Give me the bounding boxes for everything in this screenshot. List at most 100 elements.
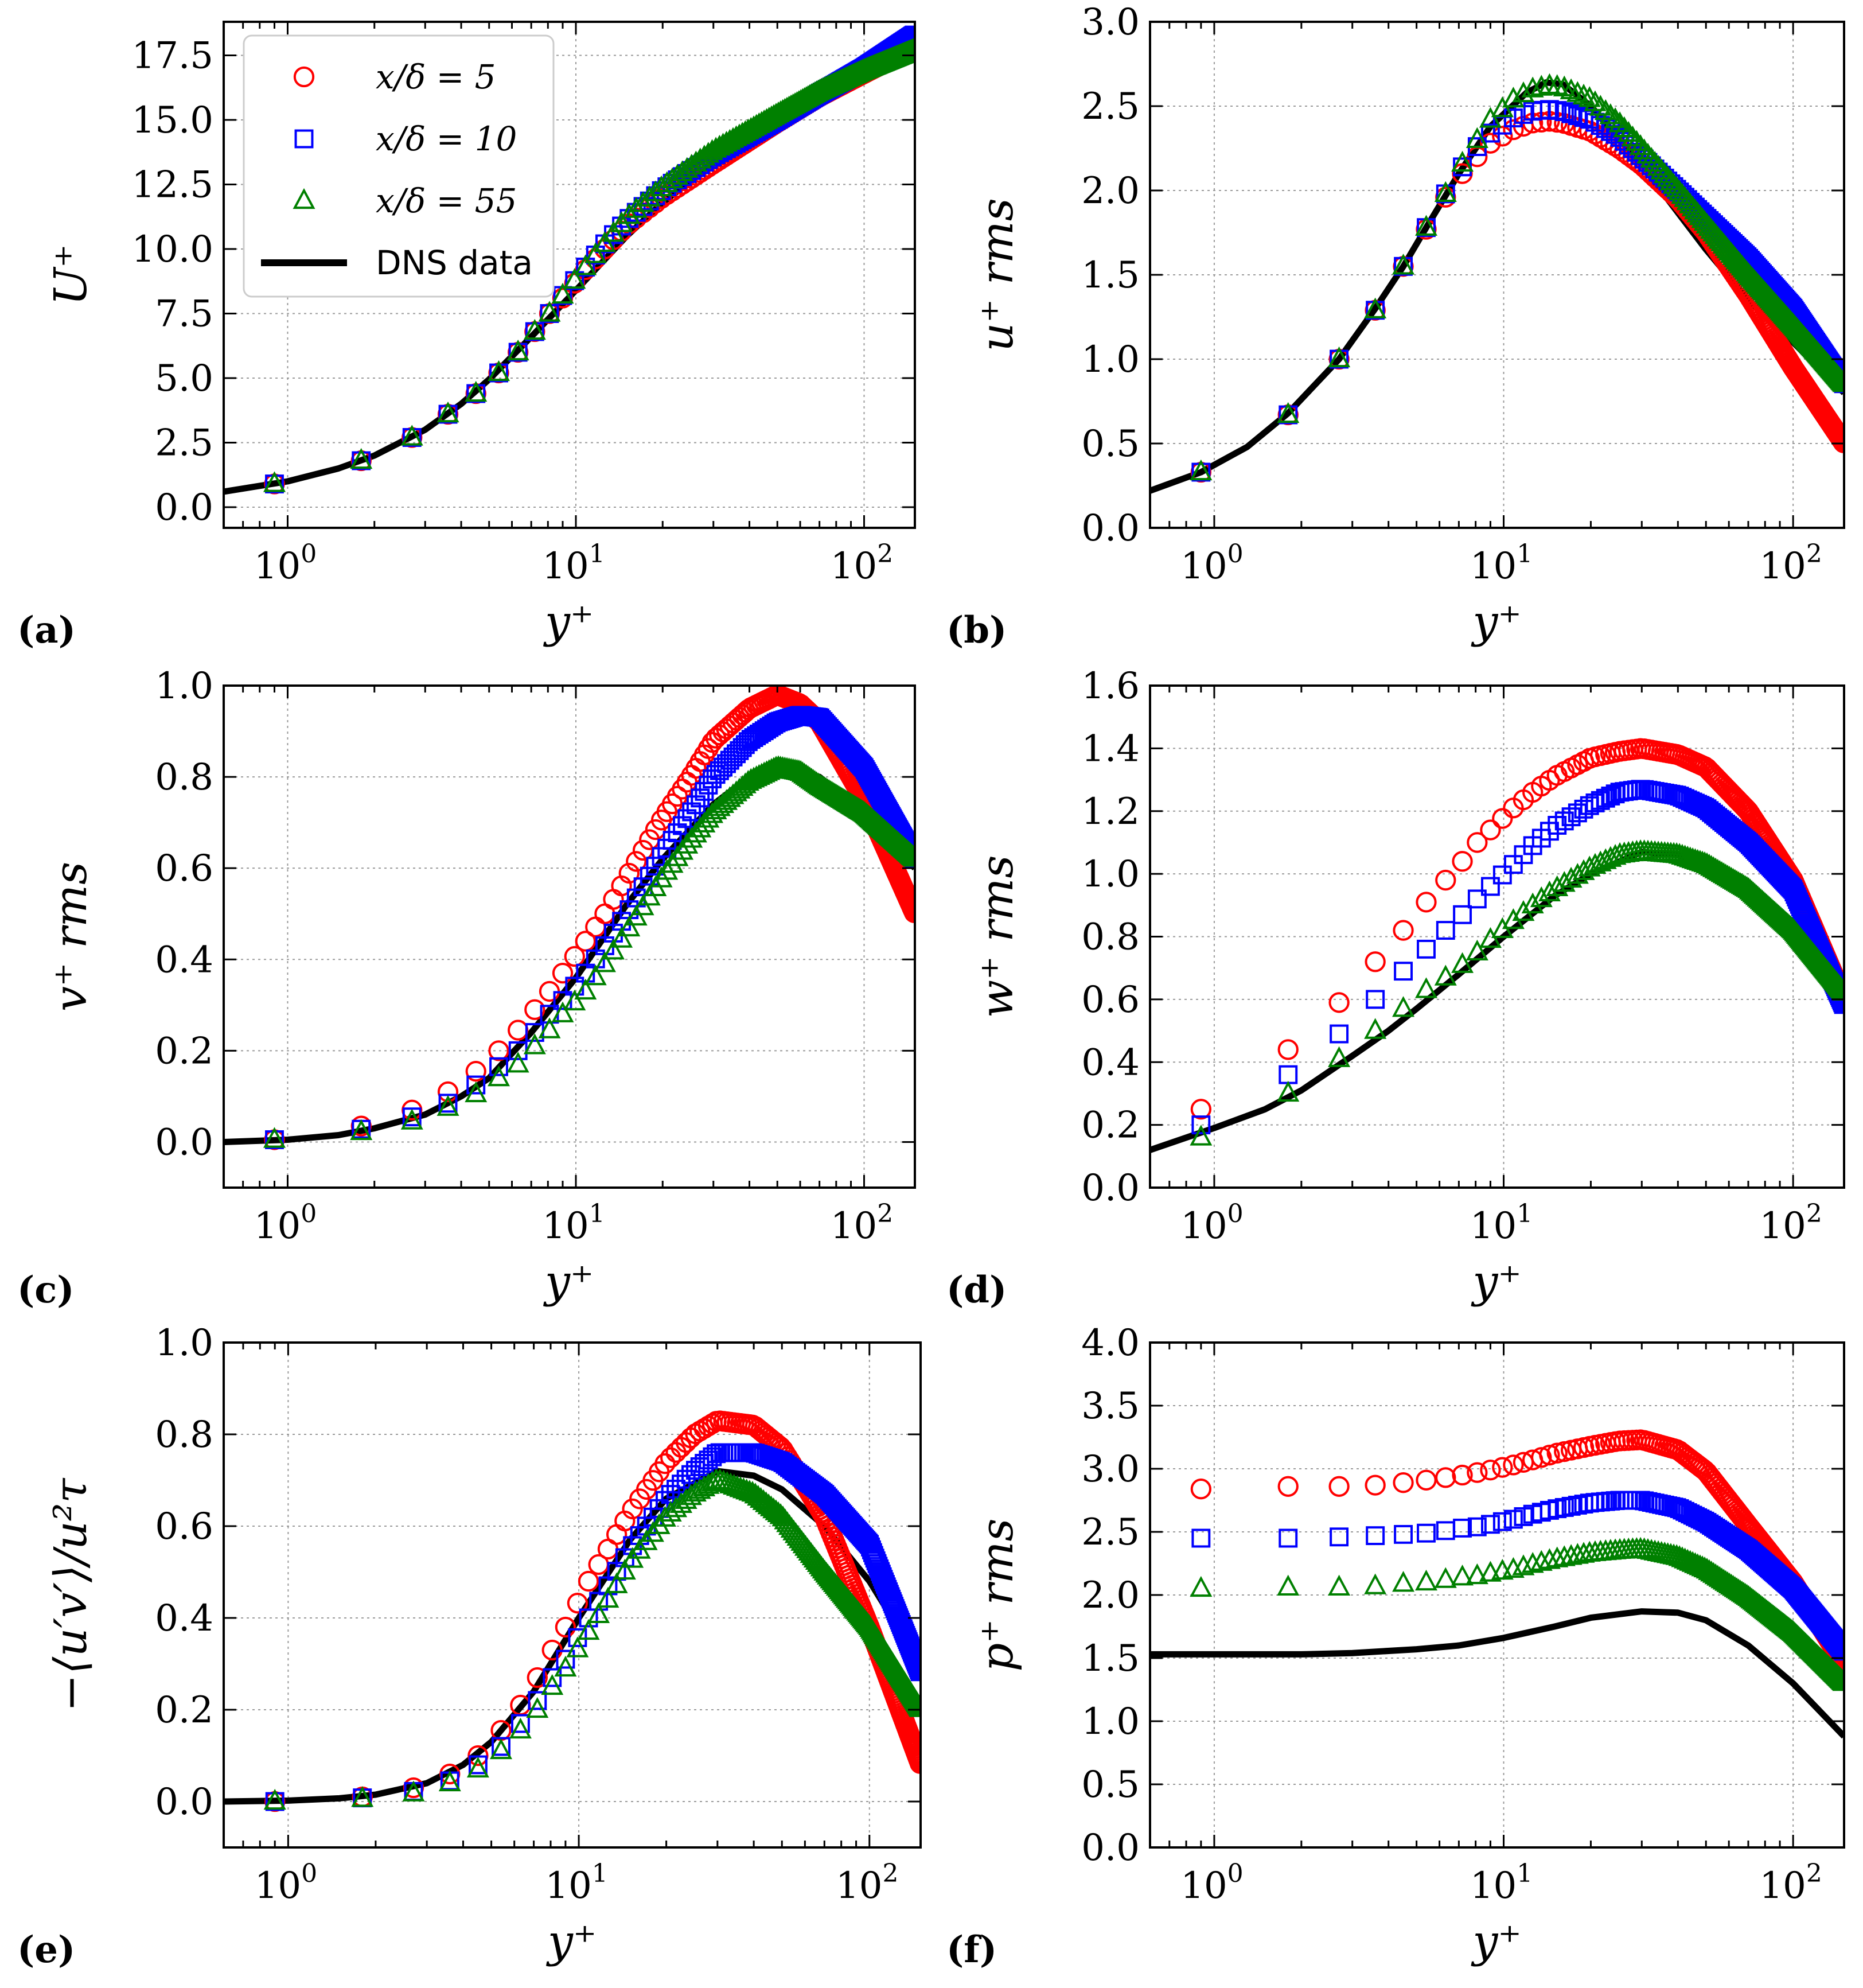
circle-marker	[1190, 1479, 1212, 1500]
square-marker	[1596, 788, 1615, 808]
triangle-marker	[1538, 1548, 1561, 1569]
y-axis-label: v⁺ rms	[45, 862, 97, 1011]
legend-label-dns: DNS data	[376, 243, 533, 282]
triangle-marker	[767, 1501, 790, 1523]
square-marker	[438, 1094, 458, 1113]
square-marker	[1191, 1115, 1211, 1135]
axis-ticks	[1149, 684, 1844, 1189]
triangle-marker	[551, 1001, 574, 1022]
triangle-marker	[1415, 1569, 1438, 1591]
plot-area	[1150, 1429, 1844, 1739]
triangle-marker	[1636, 142, 1659, 164]
triangle-marker	[1434, 964, 1457, 986]
triangle-marker	[1589, 95, 1612, 116]
square-marker	[1330, 1024, 1349, 1044]
circle-marker	[1467, 832, 1488, 853]
triangle-marker	[490, 1738, 512, 1760]
x-tick-label: 101	[545, 1859, 607, 1907]
panel-f: 100 101 102 0.0 0.5 1.0 1.5 2.0 2.5 3.0 3.5 4.0 y⁺ p⁺…	[946, 1322, 1845, 1971]
triangle-marker	[506, 1052, 529, 1073]
triangle-marker	[1578, 86, 1601, 107]
square-marker	[468, 1755, 488, 1775]
triangle-marker	[554, 1655, 577, 1677]
triangle-marker	[1617, 120, 1640, 142]
triangle-marker	[509, 1717, 532, 1739]
series-x5	[264, 686, 915, 1150]
y-tick-label: 4.0	[1081, 1322, 1140, 1364]
x-tick-label: 101	[1470, 1199, 1533, 1247]
triangle-marker	[1328, 1046, 1351, 1067]
triangle-marker	[400, 1108, 423, 1130]
circle-marker	[488, 1040, 509, 1061]
circle-marker	[1539, 1445, 1560, 1466]
triangle-marker	[351, 1786, 374, 1807]
triangle-marker	[1621, 125, 1644, 147]
triangle-marker	[1521, 1552, 1544, 1573]
triangle-marker	[1584, 90, 1607, 111]
triangle-marker	[574, 254, 597, 275]
triangle-marker	[563, 267, 586, 289]
x-tick-label: 100	[1180, 1199, 1243, 1247]
square-marker	[1554, 102, 1574, 122]
triangle-marker	[538, 301, 561, 322]
circle-marker	[1190, 1099, 1212, 1120]
triangle-marker	[1629, 134, 1652, 155]
triangle-marker	[625, 197, 648, 218]
triangle-marker	[466, 1756, 489, 1778]
square-marker	[1279, 1528, 1298, 1548]
y-tick-label: 1.0	[1081, 853, 1140, 896]
square-marker	[543, 1668, 562, 1687]
triangle-marker	[610, 927, 633, 948]
legend-label-x55: x/δ = 55	[376, 181, 517, 220]
triangle-marker	[587, 1602, 610, 1624]
square-marker	[1453, 1518, 1472, 1538]
triangle-marker	[1328, 346, 1351, 368]
y-tick-label: 5.0	[155, 357, 213, 400]
triangle-marker	[676, 832, 699, 854]
x-tick-label: 102	[1759, 1859, 1822, 1907]
square-marker	[1417, 1523, 1436, 1543]
triangle-marker	[1512, 81, 1535, 103]
triangle-marker	[1608, 111, 1631, 133]
triangle-marker	[1277, 1574, 1300, 1596]
square-marker	[556, 1649, 575, 1669]
triangle-marker	[1599, 103, 1622, 125]
y-tick-label: 0.4	[155, 1597, 213, 1640]
panel-d: 100 101 102 0.0 0.2 0.4 0.6 0.8 1.0 1.2 1.4 1.6 y⁺ w⁺…	[946, 665, 1845, 1312]
x-axis-label: y⁺	[543, 596, 594, 648]
y-tick-label: 1.4	[1081, 727, 1140, 770]
circle-marker	[567, 1593, 588, 1614]
triangle-marker	[666, 845, 689, 866]
x-tick-label: 100	[254, 1199, 317, 1247]
square-marker	[489, 1057, 508, 1076]
square-marker	[510, 1714, 530, 1733]
circle-marker	[1277, 1476, 1299, 1497]
circle-marker	[1435, 1467, 1456, 1488]
triangle-marker	[1604, 843, 1627, 865]
y-tick-label: 17.5	[132, 35, 214, 77]
y-axis-label: U⁺	[45, 244, 97, 306]
y-tick-label: 1.6	[1081, 665, 1140, 707]
triangle-marker	[350, 448, 373, 469]
y-tick-label: 0.0	[1081, 1827, 1140, 1869]
triangle-marker	[1364, 297, 1387, 318]
triangle-marker	[293, 188, 315, 209]
legend: x/δ = 5 x/δ = 10 x/δ = 55 DNS data	[243, 34, 555, 298]
square-marker	[492, 1737, 510, 1756]
square-marker	[1561, 104, 1581, 123]
triangle-marker	[438, 1770, 461, 1792]
triangle-marker	[551, 282, 574, 304]
circle-marker	[578, 1570, 599, 1592]
triangle-marker	[613, 1558, 636, 1580]
triangle-marker	[593, 951, 616, 972]
triangle-marker	[755, 1491, 778, 1512]
triangle-marker	[1604, 107, 1627, 129]
circle-marker	[1277, 1039, 1299, 1060]
circle-marker	[654, 1453, 676, 1475]
gridlines	[224, 685, 915, 1188]
triangle-marker	[1613, 116, 1636, 137]
triangle-marker	[618, 203, 641, 224]
axis-ticks	[223, 684, 915, 1188]
circle-marker	[524, 999, 545, 1020]
y-tick-label: 1.0	[1081, 1701, 1140, 1743]
